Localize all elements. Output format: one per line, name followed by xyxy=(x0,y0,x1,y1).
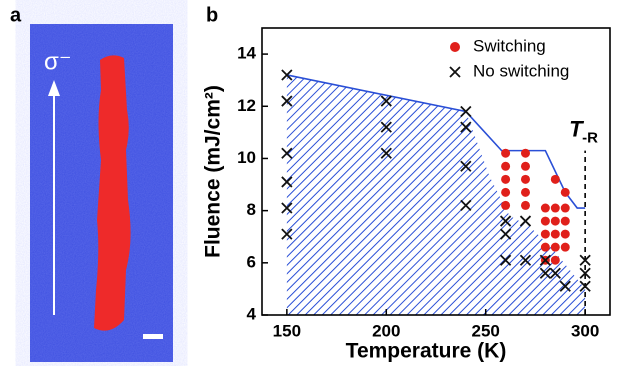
legend-marker xyxy=(450,42,460,52)
switching-point xyxy=(521,149,530,158)
legend-label: Switching xyxy=(473,36,546,55)
y-tick-label: 12 xyxy=(237,96,256,115)
switching-point xyxy=(501,188,510,197)
switching-point xyxy=(551,175,560,184)
switching-point xyxy=(501,149,510,158)
switching-point xyxy=(521,201,530,210)
switching-point xyxy=(501,201,510,210)
figure: a σ⁻ b 150 200 250 300 4 6 8 10 12 14 Temperature … xyxy=(0,0,619,366)
annotation-subscript: -R xyxy=(582,130,598,147)
switching-point xyxy=(521,162,530,171)
switching-point xyxy=(551,243,560,252)
switching-point xyxy=(551,256,560,265)
switching-point xyxy=(501,175,510,184)
switching-point xyxy=(541,204,550,213)
x-tick-label: 300 xyxy=(571,321,599,340)
switching-point xyxy=(521,175,530,184)
legend-label: No switching xyxy=(473,61,569,80)
switching-point xyxy=(551,204,560,213)
plot: 150 200 250 300 4 6 8 10 12 14 Temperature (K) Flue… xyxy=(202,28,610,363)
switching-point xyxy=(561,243,570,252)
y-tick-label: 4 xyxy=(247,304,257,323)
legend-marker xyxy=(450,67,460,77)
switching-point xyxy=(561,204,570,213)
switching-point xyxy=(551,230,560,239)
y-tick-label: 6 xyxy=(247,252,256,271)
x-tick-label: 150 xyxy=(273,321,301,340)
switching-point xyxy=(501,162,510,171)
switching-point xyxy=(541,243,550,252)
x-tick-label: 250 xyxy=(472,321,500,340)
panel-label: a xyxy=(10,4,22,26)
switching-point xyxy=(541,217,550,226)
x-axis-title: Temperature (K) xyxy=(346,340,507,363)
y-axis-title: Fluence (mJ/cm²) xyxy=(202,85,225,258)
y-tick-label: 14 xyxy=(237,44,256,63)
switching-point xyxy=(561,188,570,197)
switching-point xyxy=(551,217,560,226)
switching-point xyxy=(541,230,550,239)
y-tick-label: 8 xyxy=(247,200,256,219)
x-tick-label: 200 xyxy=(372,321,400,340)
switching-point xyxy=(561,230,570,239)
panel-label: b xyxy=(206,4,218,26)
switching-point xyxy=(561,217,570,226)
polarization-label: σ⁻ xyxy=(44,48,71,75)
switching-point xyxy=(521,188,530,197)
y-tick-label: 10 xyxy=(237,148,256,167)
hatched-region xyxy=(287,75,585,315)
